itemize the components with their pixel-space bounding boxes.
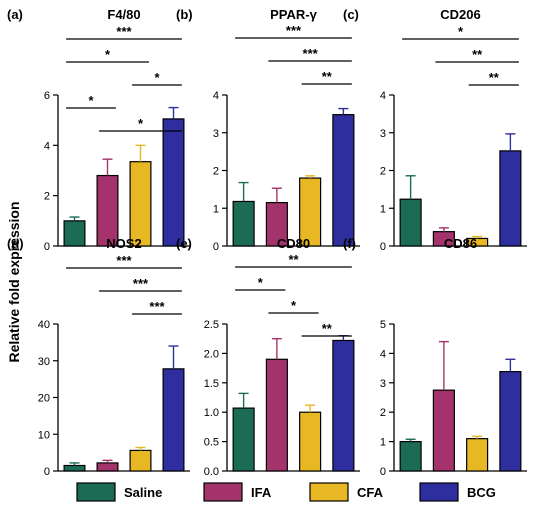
y-tick-label: 2 <box>380 166 386 178</box>
panel-title: NOS2 <box>106 236 141 251</box>
y-tick-label: 40 <box>38 319 50 331</box>
y-tick-label: 0.0 <box>204 466 219 478</box>
y-tick-label: 4 <box>44 140 50 152</box>
y-tick-label: 4 <box>213 90 219 102</box>
bar-cfa <box>466 438 489 472</box>
bar-saline <box>232 407 255 472</box>
y-tick-label: 4 <box>380 348 386 360</box>
panel-title: F4/80 <box>107 7 140 22</box>
panel-letter: (c) <box>343 7 359 22</box>
bar-ifa <box>96 462 119 472</box>
panel-letter: (e) <box>176 236 192 251</box>
y-tick-label: 3 <box>380 128 386 140</box>
bar-cfa <box>129 161 152 247</box>
legend-label-saline: Saline <box>124 485 162 500</box>
significance-label: *** <box>133 276 149 291</box>
y-tick-label: 4 <box>380 90 386 102</box>
bar-bcg <box>499 371 522 472</box>
significance-label: * <box>458 24 464 39</box>
y-tick-label: 2.5 <box>204 319 219 331</box>
y-tick-label: 0 <box>380 466 386 478</box>
significance-label: * <box>258 275 264 290</box>
bar-bcg <box>332 114 355 247</box>
bar-cfa <box>299 411 322 472</box>
y-axis-label: Relative fold expression <box>6 201 22 362</box>
significance-label: *** <box>303 46 319 61</box>
panel-letter: (f) <box>343 236 356 251</box>
bar-saline <box>63 464 86 472</box>
bar-bcg <box>332 339 355 472</box>
panel-letter: (b) <box>176 7 193 22</box>
legend-swatch-saline <box>76 482 116 502</box>
y-tick-label: 2.0 <box>204 348 219 360</box>
legend-swatch-bcg <box>419 482 459 502</box>
bar-saline <box>63 220 86 247</box>
y-tick-label: 2 <box>44 191 50 203</box>
y-tick-label: 1.5 <box>204 378 219 390</box>
legend-label-cfa: CFA <box>357 485 384 500</box>
bar-saline <box>232 200 255 247</box>
legend-label-ifa: IFA <box>251 485 272 500</box>
y-tick-label: 5 <box>380 319 386 331</box>
bar-ifa <box>265 358 288 472</box>
legend-label-bcg: BCG <box>467 485 496 500</box>
legend: Saline IFA CFA BCG <box>76 482 496 502</box>
y-tick-label: 3 <box>380 378 386 390</box>
y-tick-label: 6 <box>44 90 50 102</box>
bar-ifa <box>432 389 455 472</box>
significance-label: ** <box>322 321 333 336</box>
panel-title: PPAR-γ <box>270 7 317 22</box>
panel-title: CD80 <box>277 236 310 251</box>
panel-title: CD86 <box>444 236 477 251</box>
y-tick-label: 3 <box>213 128 219 140</box>
y-tick-label: 30 <box>38 356 50 368</box>
legend-swatch-cfa <box>309 482 349 502</box>
significance-label: *** <box>149 299 165 314</box>
y-tick-label: 1 <box>213 203 219 215</box>
significance-label: ** <box>322 69 333 84</box>
significance-label: * <box>291 298 297 313</box>
significance-label: *** <box>286 23 302 38</box>
significance-label: ** <box>472 47 483 62</box>
y-tick-label: 0.5 <box>204 437 219 449</box>
significance-label: * <box>154 70 160 85</box>
y-tick-label: 1 <box>380 203 386 215</box>
y-tick-label: 2 <box>213 166 219 178</box>
y-tick-label: 20 <box>38 393 50 405</box>
significance-label: *** <box>116 24 132 39</box>
panel-title: CD206 <box>440 7 480 22</box>
significance-label: * <box>105 47 111 62</box>
panel-letter: (a) <box>7 7 23 22</box>
legend-swatch-ifa <box>203 482 243 502</box>
bar-saline <box>399 198 422 247</box>
panel-letter: (d) <box>7 236 24 251</box>
bar-bcg <box>162 118 185 247</box>
y-tick-label: 0 <box>44 466 50 478</box>
bar-cfa <box>129 449 152 472</box>
y-tick-label: 10 <box>38 429 50 441</box>
y-tick-label: 0 <box>213 241 219 253</box>
bar-bcg <box>499 150 522 247</box>
bar-saline <box>399 441 422 472</box>
significance-label: * <box>88 93 94 108</box>
panel-f: (f) CD86 0 1 2 3 4 5 <box>343 236 527 478</box>
significance-label: ** <box>489 70 500 85</box>
y-tick-label: 2 <box>380 407 386 419</box>
y-tick-label: 1.0 <box>204 407 219 419</box>
bar-bcg <box>162 368 185 472</box>
y-tick-label: 0 <box>44 241 50 253</box>
significance-label: * <box>138 116 144 131</box>
y-tick-label: 1 <box>380 437 386 449</box>
significance-label: ** <box>288 252 299 267</box>
significance-label: *** <box>116 253 132 268</box>
y-tick-label: 0 <box>380 241 386 253</box>
